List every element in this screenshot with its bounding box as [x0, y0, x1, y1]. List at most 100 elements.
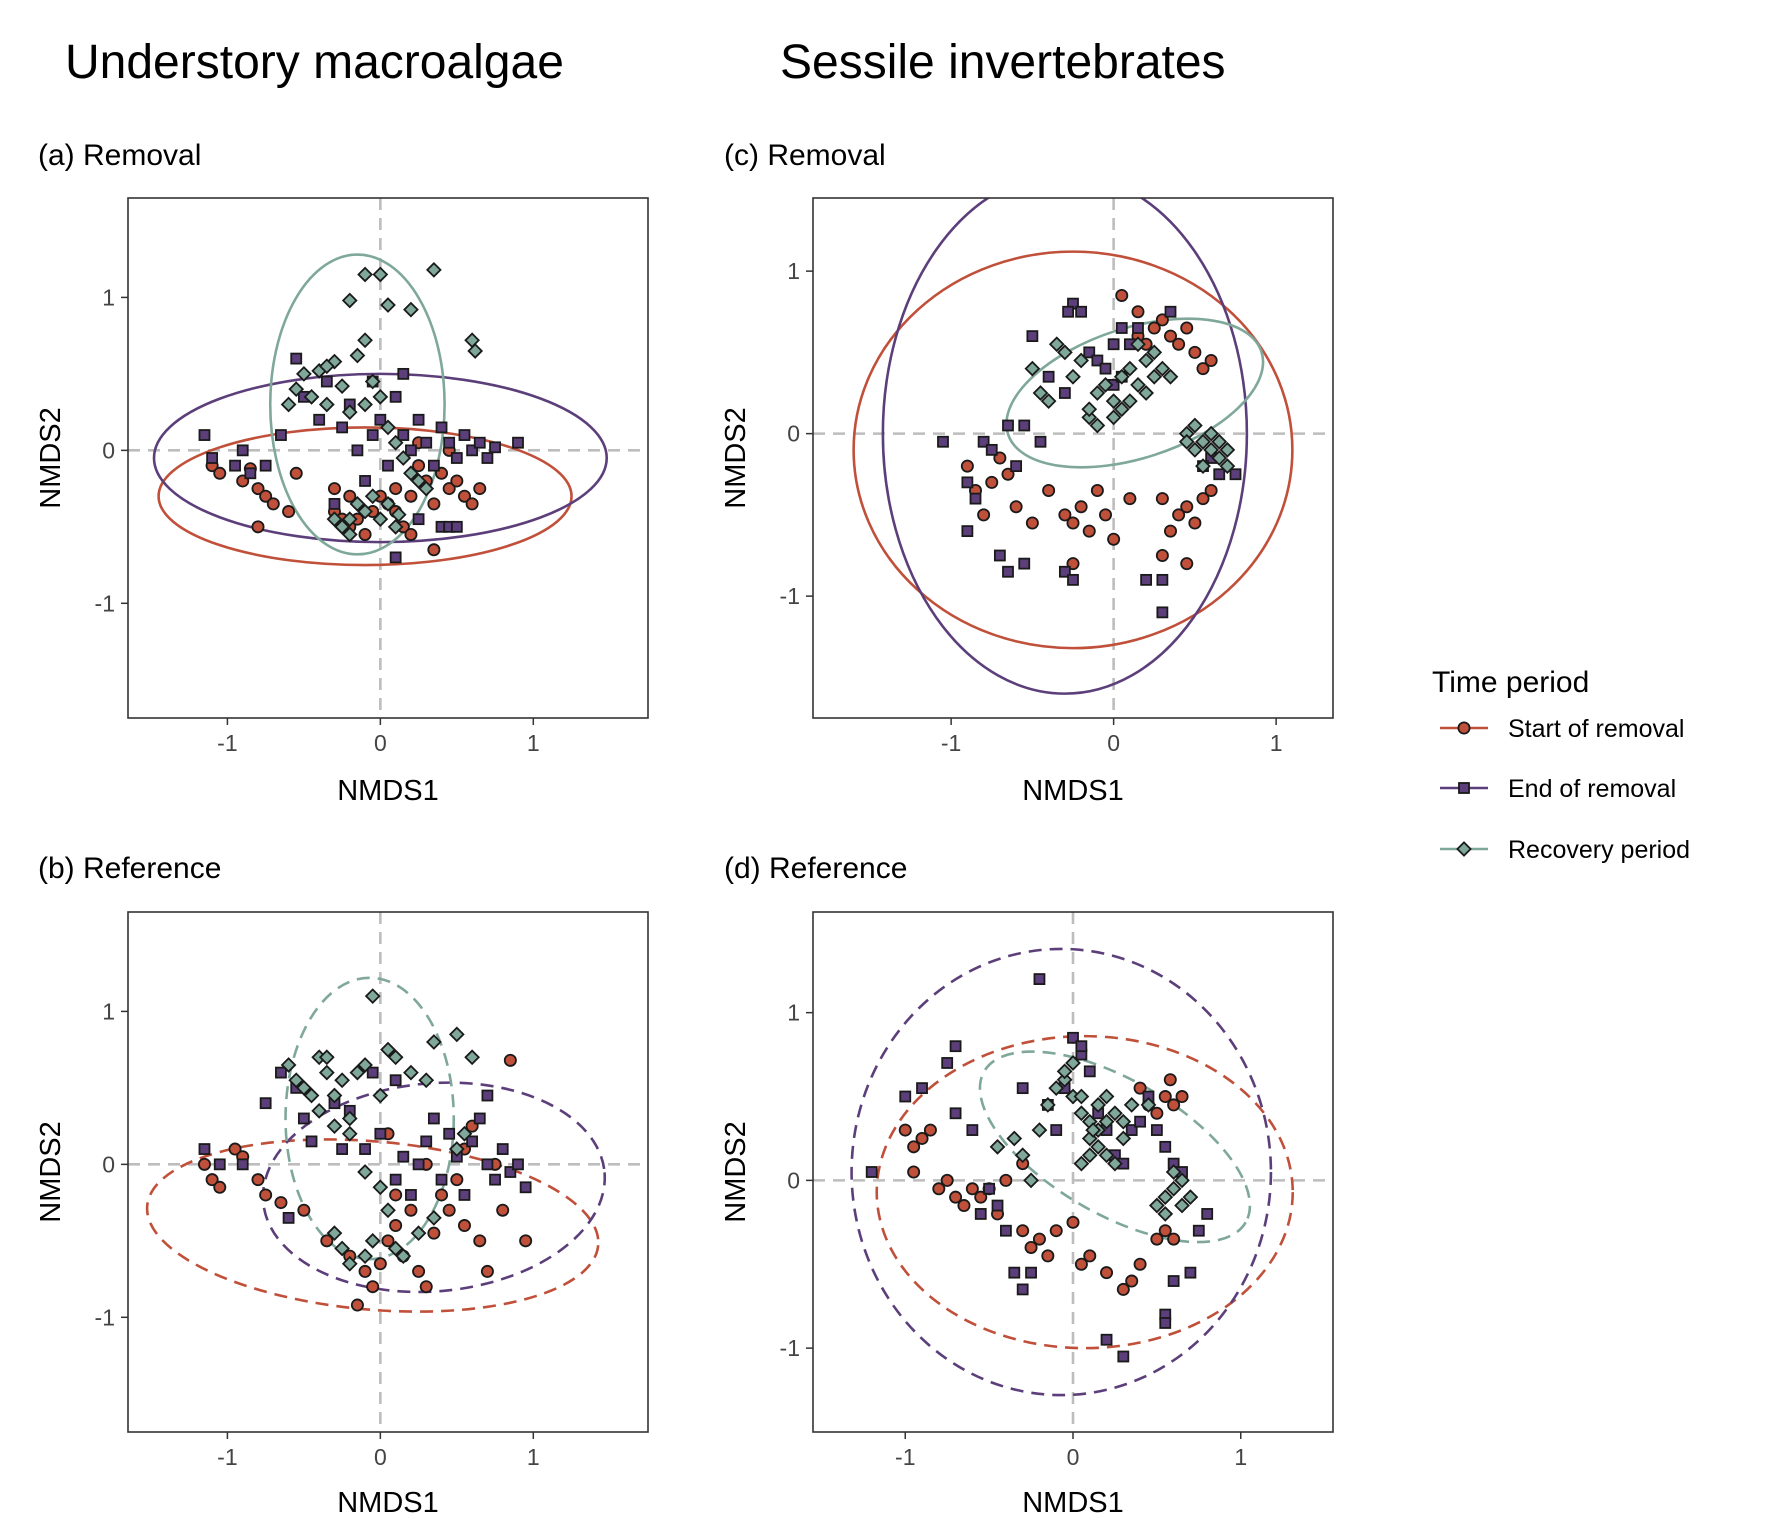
point-recovery-period: [364, 1232, 381, 1249]
point-recovery-period: [387, 518, 404, 535]
point-end-of-removal: [389, 390, 402, 403]
ellipse-start-of-removal: [875, 1034, 1295, 1350]
x-tick-label: -1: [217, 730, 237, 756]
point-end-of-removal: [1025, 1266, 1037, 1279]
point-start-of-removal: [389, 482, 403, 496]
point-recovery-period: [1039, 1097, 1056, 1113]
y-axis-label: NMDS2: [720, 407, 752, 509]
point-recovery-period: [1138, 352, 1154, 369]
plot-frame: [127, 911, 649, 1433]
legend-key-circle-icon: [1457, 721, 1471, 735]
point-end-of-removal: [1067, 573, 1079, 586]
point-start-of-removal: [1100, 1266, 1114, 1280]
point-recovery-period: [395, 450, 412, 466]
point-start-of-removal: [1074, 1257, 1088, 1271]
point-start-of-removal: [1167, 1232, 1181, 1246]
y-axis-label: NMDS2: [720, 1121, 752, 1223]
point-recovery-period: [311, 1102, 328, 1119]
point-start-of-removal: [412, 459, 426, 473]
point-recovery-period: [1073, 1155, 1090, 1172]
point-recovery-period: [1065, 1055, 1081, 1071]
point-end-of-removal: [1132, 322, 1144, 334]
point-recovery-period: [326, 511, 343, 528]
point-end-of-removal: [229, 459, 241, 472]
x-tick-label: 1: [1234, 1444, 1247, 1470]
point-recovery-period: [1122, 360, 1138, 377]
legend-title: Time period: [1432, 666, 1589, 699]
point-end-of-removal: [1058, 387, 1071, 399]
point-recovery-period: [426, 1034, 442, 1050]
point-start-of-removal: [923, 1123, 937, 1137]
point-recovery-period: [364, 488, 381, 505]
point-start-of-removal: [1204, 483, 1218, 497]
point-end-of-removal: [481, 1158, 494, 1171]
point-recovery-period: [1203, 442, 1219, 458]
point-recovery-period: [326, 1225, 343, 1242]
point-end-of-removal: [1018, 557, 1031, 570]
point-end-of-removal: [991, 1199, 1004, 1212]
point-recovery-period: [1056, 1071, 1073, 1088]
point-recovery-period: [1098, 1088, 1115, 1105]
point-recovery-period: [303, 388, 320, 405]
point-start-of-removal: [1009, 500, 1023, 514]
point-end-of-removal: [1134, 1115, 1146, 1128]
point-start-of-removal: [985, 475, 999, 489]
point-end-of-removal: [974, 1208, 987, 1220]
point-recovery-period: [1098, 1113, 1115, 1130]
point-end-of-removal: [336, 421, 349, 434]
point-recovery-period: [1195, 433, 1211, 450]
point-recovery-period: [1085, 1122, 1102, 1138]
point-end-of-removal: [389, 1173, 402, 1186]
point-recovery-period: [387, 434, 404, 451]
point-recovery-period: [372, 266, 389, 283]
y-tick-label: -1: [780, 1335, 800, 1361]
point-end-of-removal: [1167, 1275, 1180, 1287]
point-end-of-removal: [374, 1127, 387, 1140]
point-recovery-period: [318, 1064, 335, 1081]
point-end-of-removal: [244, 467, 257, 480]
point-recovery-period: [326, 1087, 343, 1104]
point-end-of-removal: [1184, 1266, 1197, 1279]
point-recovery-period: [1174, 1172, 1190, 1189]
point-recovery-period: [372, 1179, 389, 1196]
point-start-of-removal: [419, 1280, 433, 1294]
point-start-of-removal: [503, 1053, 517, 1067]
point-end-of-removal: [290, 352, 303, 365]
point-end-of-removal: [1033, 973, 1046, 985]
point-start-of-removal: [1196, 492, 1210, 506]
point-recovery-period: [418, 1072, 435, 1089]
point-recovery-period: [1105, 393, 1122, 409]
point-recovery-period: [1014, 1147, 1031, 1164]
point-end-of-removal: [374, 413, 387, 426]
point-recovery-period: [372, 1087, 389, 1104]
point-recovery-period: [380, 496, 396, 512]
point-end-of-removal: [336, 1143, 349, 1155]
point-start-of-removal: [442, 1203, 456, 1217]
point-recovery-period: [288, 1072, 305, 1089]
point-recovery-period: [1107, 1105, 1123, 1122]
point-recovery-period: [403, 301, 419, 318]
point-end-of-removal: [236, 1158, 249, 1171]
point-end-of-removal: [275, 1066, 287, 1079]
point-recovery-period: [456, 1125, 473, 1142]
point-end-of-removal: [466, 444, 479, 457]
panel-title: (b) Reference: [38, 852, 221, 885]
panel-title: (d) Reference: [724, 852, 907, 885]
point-end-of-removal: [366, 1066, 379, 1079]
point-start-of-removal: [977, 508, 991, 522]
point-recovery-period: [1113, 368, 1130, 385]
point-recovery-period: [448, 1141, 465, 1157]
point-start-of-removal: [1066, 516, 1080, 530]
x-axis-label: NMDS1: [1022, 1487, 1124, 1519]
y-tick-label: -1: [95, 590, 115, 616]
point-start-of-removal: [907, 1140, 921, 1154]
point-recovery-period: [403, 465, 419, 482]
point-start-of-removal: [197, 1157, 211, 1171]
point-start-of-removal: [343, 489, 357, 503]
point-start-of-removal: [898, 1123, 912, 1137]
point-recovery-period: [1195, 458, 1211, 474]
x-axis-label: NMDS1: [337, 1487, 439, 1519]
point-end-of-removal: [993, 549, 1006, 562]
point-end-of-removal: [512, 436, 524, 449]
